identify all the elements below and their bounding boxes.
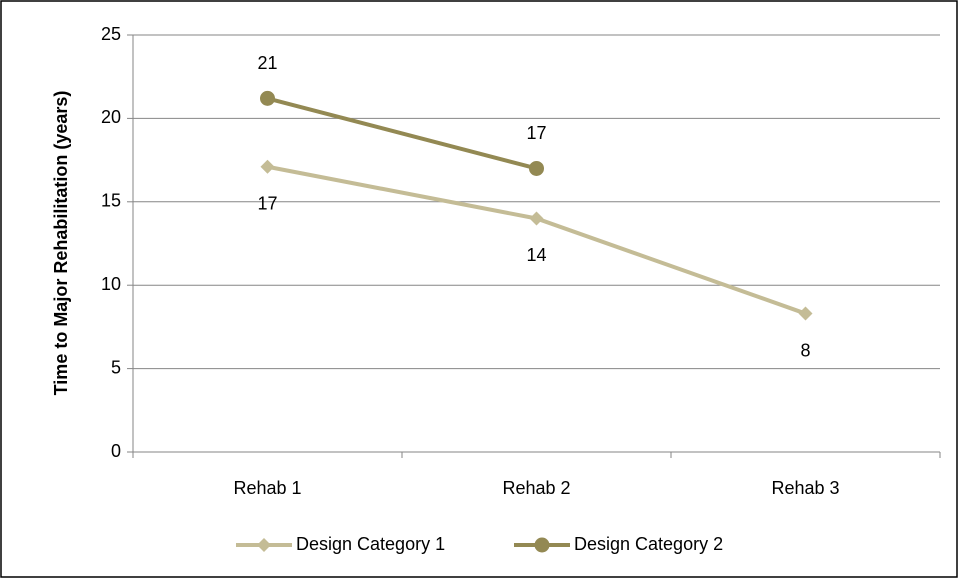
data-label: 14 bbox=[526, 245, 546, 265]
y-axis-title: Time to Major Rehabilitation (years) bbox=[51, 91, 71, 396]
x-tick-label: Rehab 1 bbox=[233, 478, 301, 498]
data-label: 17 bbox=[526, 123, 546, 143]
x-tick-label: Rehab 3 bbox=[771, 478, 839, 498]
data-label: 17 bbox=[257, 194, 277, 214]
marker bbox=[260, 90, 275, 106]
series-line bbox=[266, 96, 538, 171]
y-tick-label: 20 bbox=[101, 107, 121, 127]
legend-label: Design Category 2 bbox=[574, 534, 723, 554]
marker bbox=[257, 538, 271, 552]
x-tick-label: Rehab 2 bbox=[502, 478, 570, 498]
legend-label: Design Category 1 bbox=[296, 534, 445, 554]
y-tick-label: 5 bbox=[111, 357, 121, 377]
y-tick-label: 25 bbox=[101, 24, 121, 44]
marker bbox=[798, 306, 813, 321]
y-tick-label: 15 bbox=[101, 191, 121, 211]
y-tick-label: 10 bbox=[101, 274, 121, 294]
marker bbox=[529, 211, 544, 226]
data-label: 8 bbox=[800, 340, 810, 360]
marker bbox=[260, 159, 275, 174]
data-label: 21 bbox=[257, 53, 277, 73]
marker bbox=[529, 160, 544, 176]
marker bbox=[534, 537, 550, 553]
y-tick-label: 0 bbox=[111, 441, 121, 461]
